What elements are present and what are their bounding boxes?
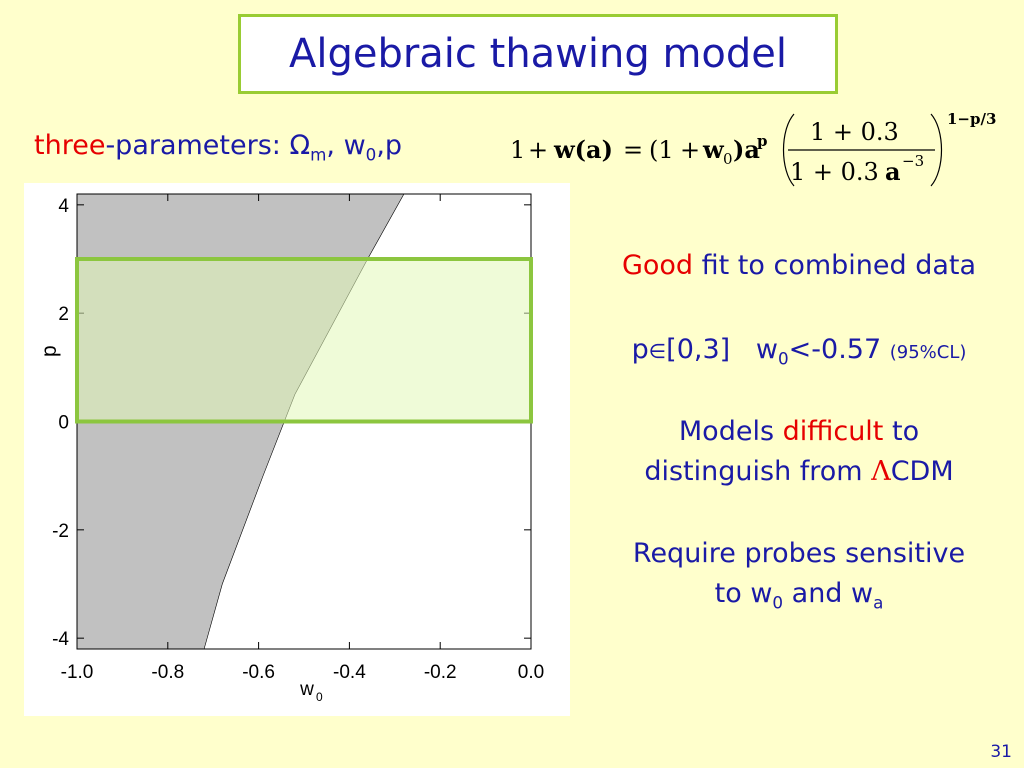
- equation: 1 + w(a) = (1 + w 0 )a p 1 + 0.3 1 + 0.3…: [510, 110, 996, 187]
- x-tick-label: -0.8: [151, 662, 184, 683]
- eq-denominator-exponent: −3: [902, 152, 924, 170]
- x-axis-label: w: [299, 679, 314, 700]
- good-word: Good: [621, 250, 694, 281]
- wa-subscript: a: [873, 592, 884, 613]
- eq-numerator: 1 + 0.3: [810, 118, 899, 146]
- y-tick-label: 2: [58, 304, 69, 325]
- title-box: Algebraic thawing model: [238, 14, 838, 94]
- and-w-text: and w: [783, 578, 874, 609]
- y-tick-label: 0: [58, 413, 69, 434]
- x-axis-label-subscript: 0: [316, 690, 323, 704]
- eq-one: 1: [510, 136, 525, 164]
- x-tick-label: -0.2: [424, 662, 457, 683]
- params-rest: -parameters:: [105, 130, 290, 161]
- require-probes-line: Require probes sensitive: [580, 534, 1018, 574]
- lambda-symbol: Λ: [871, 456, 891, 487]
- eq-open-paren: (1: [649, 136, 674, 164]
- x-tick-label: 0.0: [518, 662, 544, 683]
- eq-w-of-a: w(a): [553, 135, 613, 164]
- to-text: to: [883, 416, 920, 447]
- x-tick-label: -0.6: [242, 662, 275, 683]
- eq-plus-2: +: [680, 136, 700, 164]
- slide-title: Algebraic thawing model: [288, 31, 788, 77]
- models-text: Models: [678, 416, 783, 447]
- omega-subscript: m: [310, 144, 327, 165]
- good-fit-rest: fit to combined data: [693, 250, 977, 281]
- w-subscript: 0: [365, 144, 377, 165]
- y-axis-label: p: [38, 345, 61, 357]
- eq-equals: =: [623, 136, 643, 164]
- eq-denominator: 1 + 0.3: [790, 158, 879, 186]
- eq-denominator-a: a: [885, 157, 901, 186]
- constraint-p: p: [631, 334, 649, 365]
- distinguish-line: distinguish from ΛCDM: [580, 452, 1018, 492]
- w0-subscript-right: 0: [772, 592, 784, 613]
- difficult-word: difficult: [782, 416, 884, 447]
- x-tick-label: -1.0: [61, 662, 94, 683]
- contour-plot: -1.0 -0.8 -0.6 -0.4 -0.2 0.0 4 2 0 -2 -4 w 0 p: [24, 183, 570, 716]
- eq-plus-1: +: [528, 136, 548, 164]
- prior-range-box: [75, 257, 533, 424]
- eq-w0: w: [702, 135, 725, 164]
- require-text: Require probes sensitive: [632, 538, 966, 569]
- to-w-text: to w: [714, 578, 773, 609]
- params-tail: ,p: [376, 130, 403, 161]
- y-tick-label: -2: [52, 521, 69, 542]
- eq-a-exponent: p: [757, 132, 768, 150]
- models-difficult-line: Models difficult to: [580, 412, 1018, 452]
- y-tick-label: -4: [52, 629, 69, 650]
- eq-w0-subscript: 0: [723, 150, 733, 168]
- omega-symbol: Ω: [289, 130, 311, 161]
- parameters-line: three-parameters: Ωm, w0,p: [34, 130, 402, 164]
- page-number: 31: [990, 742, 1012, 762]
- distinguish-text: distinguish from: [644, 456, 872, 487]
- confidence-level: (95%CL): [889, 342, 967, 363]
- element-of-symbol: ∈: [648, 339, 667, 363]
- constraint-w-subscript: 0: [778, 348, 789, 369]
- params-sep: , w: [326, 130, 366, 161]
- eq-left-paren: [782, 113, 795, 187]
- constraint-line: p∈[0,3] w0<-0.57 (95%CL): [580, 330, 1018, 378]
- y-tick-label: 4: [58, 196, 69, 217]
- eq-outer-exponent: 1−p/3: [947, 110, 996, 128]
- eq-right-paren: [930, 113, 943, 187]
- x-tick-label: -0.4: [333, 662, 366, 683]
- params-highlight: three: [34, 130, 106, 161]
- w0-wa-line: to w0 and wa: [580, 574, 1018, 622]
- good-fit-line: Good fit to combined data: [580, 246, 1018, 286]
- cdm-text: CDM: [890, 456, 954, 487]
- constraint-value: <-0.57: [788, 334, 890, 365]
- eq-close-a: )a: [733, 135, 760, 164]
- constraint-range: [0,3] w: [666, 334, 778, 365]
